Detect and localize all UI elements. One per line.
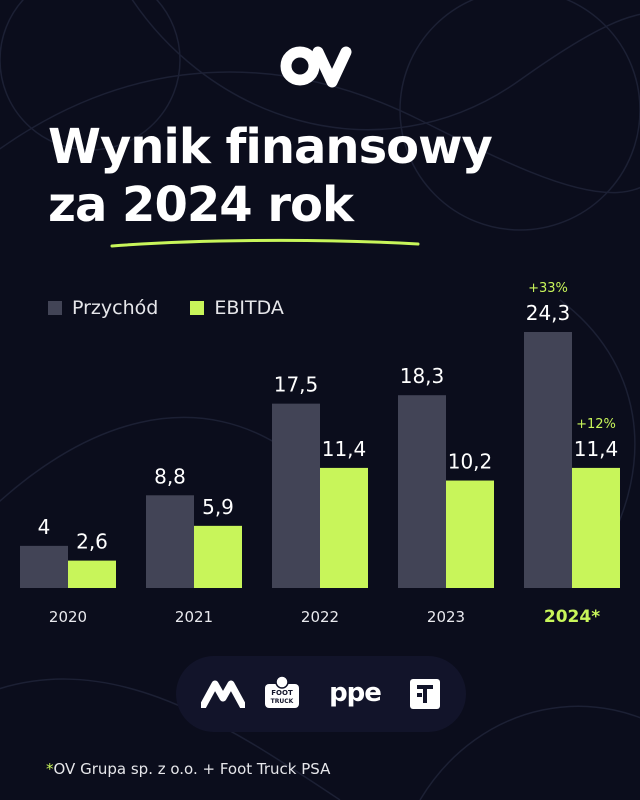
value-label-revenue: 4 bbox=[38, 515, 51, 539]
bar-revenue-2021 bbox=[146, 495, 194, 588]
x-tick-label: 2021 bbox=[175, 608, 213, 626]
bar-revenue-2020 bbox=[20, 545, 68, 588]
x-tick-label: 2024* bbox=[544, 607, 600, 627]
growth-annotation: +33% bbox=[528, 281, 568, 296]
legend-label-revenue: Przychód bbox=[72, 297, 159, 319]
legend-swatch-revenue bbox=[48, 301, 62, 315]
footnote-text: OV Grupa sp. z o.o. + Foot Truck PSA bbox=[53, 760, 331, 778]
x-tick-label: 2022 bbox=[301, 608, 339, 626]
bar-ebitda-2021 bbox=[194, 525, 242, 588]
chart-legend: Przychód EBITDA bbox=[48, 297, 284, 319]
title-line-2: za 2024 rok bbox=[48, 177, 354, 233]
t-logo-icon bbox=[409, 679, 440, 709]
value-label-ebitda: 10,2 bbox=[448, 450, 493, 474]
m-logo-icon bbox=[200, 680, 245, 708]
ppe-logo-icon: ppe bbox=[329, 679, 382, 708]
value-label-revenue: 17,5 bbox=[274, 373, 319, 397]
x-tick-label: 2023 bbox=[427, 608, 465, 626]
value-label-ebitda: 11,4 bbox=[574, 437, 619, 461]
bar-revenue-2023 bbox=[398, 395, 446, 588]
ov-logo bbox=[280, 46, 352, 88]
value-label-revenue: 8,8 bbox=[154, 464, 186, 488]
footnote-star: * bbox=[46, 760, 54, 778]
legend-label-ebitda: EBITDA bbox=[214, 297, 284, 319]
value-label-ebitda: 11,4 bbox=[322, 437, 367, 461]
legend-item-revenue: Przychód bbox=[48, 297, 158, 319]
legend-swatch-ebitda bbox=[190, 301, 205, 315]
bar-ebitda-2022 bbox=[320, 467, 368, 588]
value-label-ebitda: 5,9 bbox=[202, 495, 234, 519]
svg-text:FOOT: FOOT bbox=[271, 689, 293, 697]
footnote: *OV Grupa sp. z o.o. + Foot Truck PSA bbox=[46, 760, 330, 778]
value-label-revenue: 18,3 bbox=[400, 364, 445, 388]
value-label-ebitda: 2,6 bbox=[76, 530, 108, 554]
title-underline bbox=[110, 238, 420, 248]
legend-item-ebitda: EBITDA bbox=[190, 297, 284, 319]
page-title: Wynik finansowy za 2024 rok bbox=[48, 118, 493, 234]
value-label-revenue: 24,3 bbox=[526, 301, 571, 325]
title-line-1: Wynik finansowy bbox=[48, 119, 493, 175]
svg-text:TRUCK: TRUCK bbox=[270, 698, 293, 705]
bar-ebitda-2023 bbox=[446, 480, 494, 588]
foot-truck-logo-icon: FOOT TRUCK bbox=[264, 675, 299, 708]
bar-revenue-2022 bbox=[272, 403, 320, 588]
bar-ebitda-2020 bbox=[68, 560, 116, 588]
growth-annotation: +12% bbox=[576, 417, 616, 432]
bar-ebitda-2024 bbox=[572, 467, 620, 588]
svg-text:ppe: ppe bbox=[329, 679, 381, 708]
partner-logos-bar: FOOT TRUCK ppe bbox=[176, 656, 466, 732]
bar-revenue-2024 bbox=[524, 332, 572, 588]
x-tick-label: 2020 bbox=[49, 608, 87, 626]
